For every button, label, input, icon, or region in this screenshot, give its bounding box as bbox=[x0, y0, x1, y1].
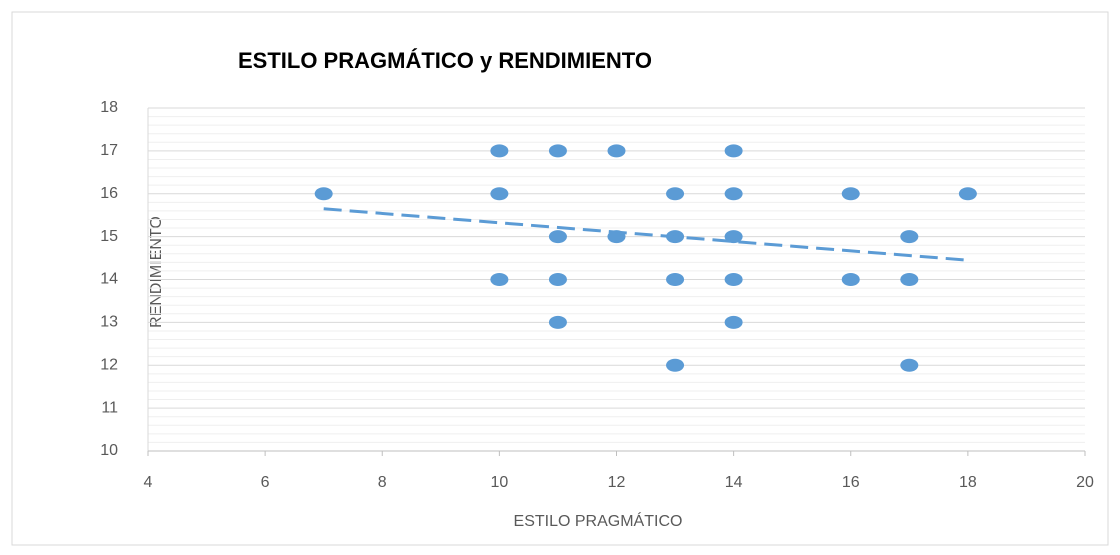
point bbox=[548, 273, 567, 286]
y-tick-label: 10 bbox=[100, 442, 118, 459]
point bbox=[548, 230, 567, 244]
y-axis-label: RENDIMIENTO bbox=[148, 216, 165, 328]
x-tick-label: 10 bbox=[490, 474, 508, 491]
point bbox=[607, 144, 626, 158]
x-tick-label: 14 bbox=[725, 474, 743, 491]
point bbox=[490, 273, 509, 286]
point bbox=[548, 144, 567, 158]
x-axis-label: ESTILO PRAGMÁTICO bbox=[514, 511, 683, 530]
point bbox=[314, 187, 333, 201]
y-tick-label: 13 bbox=[100, 314, 118, 331]
y-tick-label: 18 bbox=[100, 99, 118, 116]
point bbox=[490, 144, 509, 158]
x-tick-label: 20 bbox=[1076, 474, 1094, 491]
x-tick-label: 16 bbox=[842, 474, 860, 491]
point bbox=[900, 230, 919, 244]
point bbox=[900, 273, 919, 286]
x-tick-label: 4 bbox=[144, 474, 153, 491]
x-tick-label: 12 bbox=[608, 474, 626, 491]
x-tick-label: 8 bbox=[378, 474, 387, 491]
point bbox=[548, 315, 567, 329]
chart-title: ESTILO PRAGMÁTICO y RENDIMIENTO bbox=[238, 48, 652, 73]
x-tick-label: 6 bbox=[261, 474, 270, 491]
point bbox=[666, 358, 685, 372]
point bbox=[724, 315, 743, 329]
point bbox=[841, 187, 860, 201]
point bbox=[841, 273, 860, 286]
y-tick-label: 15 bbox=[100, 228, 118, 245]
x-tick-label: 18 bbox=[959, 474, 977, 491]
y-tick-label: 16 bbox=[100, 185, 118, 202]
y-tick-label: 12 bbox=[100, 356, 118, 373]
point bbox=[666, 187, 685, 201]
y-tick-label: 11 bbox=[101, 399, 118, 416]
point bbox=[900, 358, 919, 372]
y-tick-label: 14 bbox=[100, 271, 118, 288]
trendline bbox=[323, 207, 968, 262]
point bbox=[724, 273, 743, 286]
point bbox=[490, 187, 509, 201]
point bbox=[958, 187, 977, 201]
y-tick-label: 17 bbox=[100, 142, 118, 159]
point bbox=[666, 273, 685, 286]
point bbox=[724, 187, 743, 201]
point bbox=[724, 144, 743, 158]
